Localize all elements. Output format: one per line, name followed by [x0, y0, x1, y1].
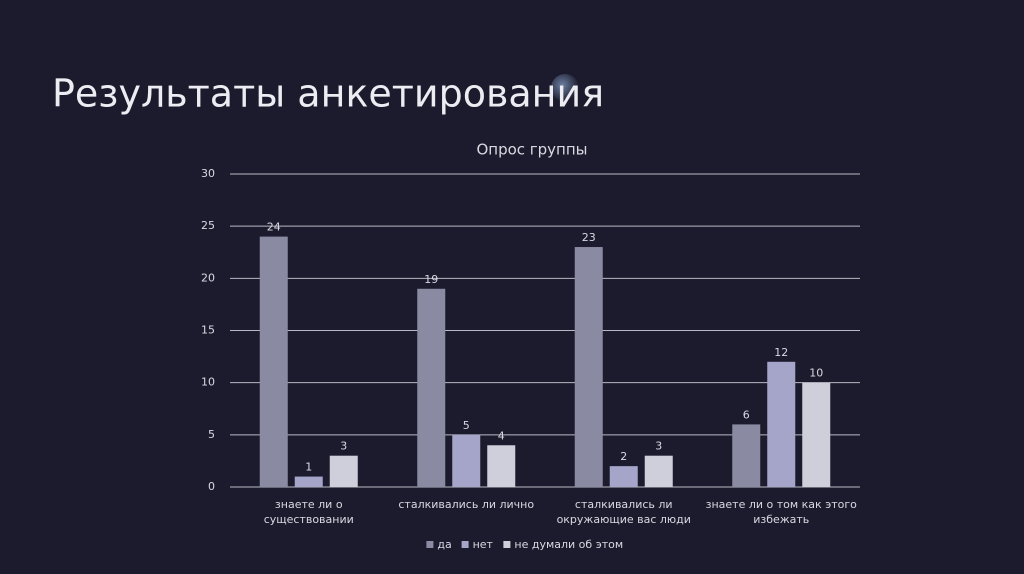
bar	[609, 466, 638, 487]
x-tick-label: знаете ли о том как этого избежать	[705, 498, 857, 526]
y-tick-label: 15	[201, 324, 215, 337]
legend-label: нет	[473, 538, 494, 551]
bar	[644, 455, 673, 487]
data-label: 12	[774, 346, 788, 359]
y-tick-label: 30	[201, 167, 215, 180]
data-label: 10	[809, 367, 823, 380]
bar	[294, 476, 323, 487]
data-label: 3	[655, 440, 662, 453]
x-tick-label: сталкивались ли окружающие вас люди	[556, 498, 691, 526]
data-label: 24	[267, 221, 281, 234]
bar	[329, 455, 358, 487]
x-tick-label: знаете ли о существовании	[263, 498, 354, 526]
bar	[417, 288, 446, 487]
data-label: 2	[620, 450, 627, 463]
y-tick-label: 5	[208, 428, 215, 441]
y-tick-label: 25	[201, 219, 215, 232]
data-label: 3	[340, 440, 347, 453]
bar	[767, 361, 796, 487]
bar	[452, 434, 481, 487]
data-label: 19	[424, 273, 438, 286]
data-label: 23	[582, 231, 596, 244]
data-label: 5	[463, 419, 470, 432]
bar	[802, 382, 831, 487]
bar	[259, 236, 288, 487]
chart-title: Опрос группы	[476, 141, 587, 159]
legend-swatch	[461, 541, 469, 548]
data-label: 4	[498, 429, 505, 442]
bar	[574, 247, 603, 487]
bar	[487, 445, 516, 487]
legend-label: не думали об этом	[514, 538, 623, 551]
legend-label: да	[437, 538, 451, 551]
legend-swatch	[503, 541, 511, 548]
y-tick-label: 20	[201, 271, 215, 284]
slide-title: Результаты анкетирования	[52, 72, 604, 116]
x-tick-label: сталкивались ли лично	[398, 498, 535, 511]
bar	[732, 424, 761, 487]
legend-swatch	[426, 541, 434, 548]
y-tick-label: 10	[201, 376, 215, 389]
data-label: 1	[305, 461, 312, 474]
data-label: 6	[743, 408, 750, 421]
decor-orb	[551, 74, 579, 102]
y-tick-label: 0	[208, 480, 215, 493]
